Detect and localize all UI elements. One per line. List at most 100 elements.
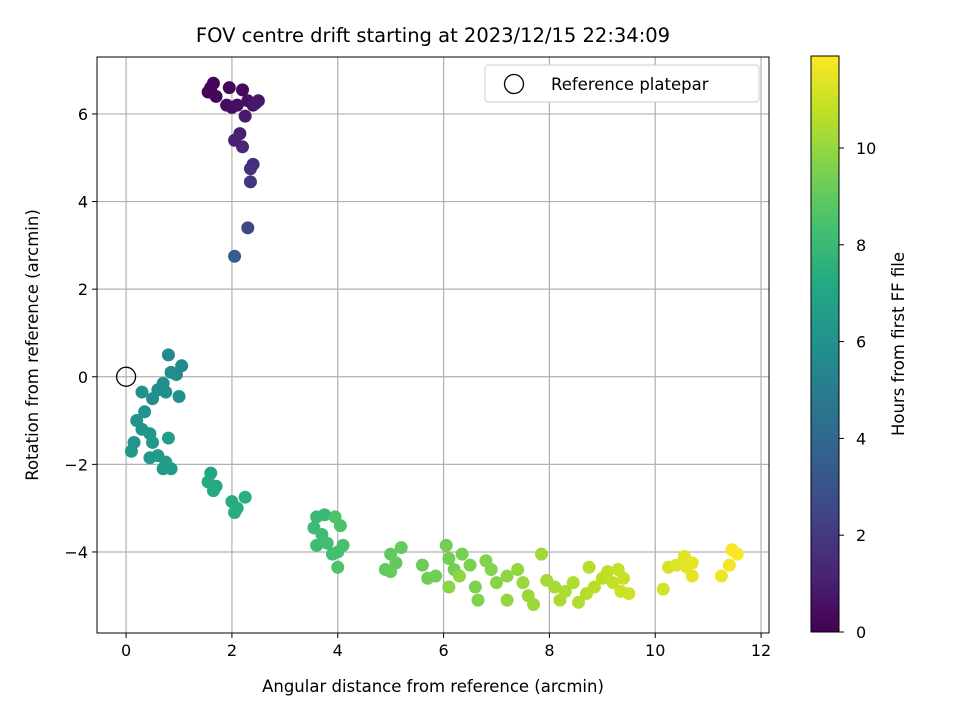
data-point [582, 560, 596, 574]
data-point [429, 569, 443, 583]
data-point [164, 365, 178, 379]
colorbar-label: Hours from first FF file [889, 252, 908, 436]
x-tick-label: 8 [544, 641, 554, 660]
data-point [566, 576, 580, 590]
data-point [669, 558, 683, 572]
data-point [714, 569, 728, 583]
data-point [500, 593, 514, 607]
reference-platepar-marker [115, 366, 137, 387]
y-axis-ticks: −4 −2 0 2 4 6 [64, 105, 97, 562]
data-point [463, 558, 477, 572]
data-point [328, 510, 342, 524]
colorbar-tick-label: 10 [856, 139, 876, 158]
data-point [601, 565, 615, 579]
data-point [206, 484, 220, 498]
data-point [442, 552, 456, 566]
data-point [442, 580, 456, 594]
data-point [394, 541, 408, 555]
plot-frame [96, 56, 770, 634]
y-tick-label: 6 [78, 105, 88, 124]
data-point [172, 389, 186, 403]
data-point [228, 249, 242, 263]
data-point [243, 175, 257, 189]
data-point [516, 576, 530, 590]
data-point [722, 558, 736, 572]
data-point [558, 584, 572, 598]
data-point [484, 562, 498, 576]
data-point [439, 538, 453, 552]
data-point [230, 98, 244, 112]
x-tick-label: 0 [121, 641, 131, 660]
colorbar-tick-label: 2 [856, 526, 866, 545]
colorbar-tick-label: 0 [856, 623, 866, 642]
data-point [209, 89, 223, 103]
data-point [228, 506, 242, 520]
x-axis-ticks: 0 2 4 6 8 10 12 [121, 633, 771, 660]
legend-label: Reference platepar [551, 75, 709, 94]
data-point [527, 598, 541, 612]
colorbar-ticks: 0 2 4 6 8 10 [839, 139, 876, 642]
data-point [146, 392, 160, 406]
data-point [622, 587, 636, 601]
y-tick-label: 4 [78, 193, 88, 212]
x-axis-label: Angular distance from reference (arcmin) [262, 677, 604, 696]
data-point [685, 556, 699, 570]
grid [97, 57, 769, 633]
colorbar-tick-label: 4 [856, 429, 866, 448]
y-axis-label: Rotation from reference (arcmin) [23, 209, 42, 481]
colorbar: 0 2 4 6 8 10 Hours from first FF file [810, 55, 908, 642]
data-point [243, 162, 257, 176]
data-point [336, 538, 350, 552]
data-point [236, 140, 250, 154]
data-point [146, 435, 160, 449]
data-point [222, 81, 236, 95]
x-tick-label: 10 [645, 641, 665, 660]
legend-box [484, 64, 760, 103]
data-point [452, 569, 466, 583]
chart-title: FOV centre drift starting at 2023/12/15 … [196, 24, 670, 47]
x-tick-label: 2 [227, 641, 237, 660]
data-point [468, 580, 482, 594]
y-tick-label: 0 [78, 368, 88, 387]
colorbar-tick-label: 8 [856, 236, 866, 255]
data-point [238, 490, 252, 504]
data-point [656, 582, 670, 596]
data-points [124, 76, 744, 612]
data-point [455, 547, 469, 561]
data-point [489, 576, 503, 590]
data-point [159, 385, 173, 399]
legend: Reference platepar [484, 64, 760, 103]
data-point [548, 580, 562, 594]
data-point [534, 547, 548, 561]
data-point [606, 576, 620, 590]
reference-marker-layer [115, 366, 137, 387]
data-point [310, 538, 324, 552]
data-point [124, 444, 138, 458]
data-point [415, 558, 429, 572]
data-point [241, 221, 255, 235]
legend-marker-circle [503, 73, 525, 95]
data-point [572, 595, 586, 609]
data-point [249, 96, 263, 110]
data-point [320, 536, 334, 550]
data-point [138, 405, 152, 419]
data-point [236, 83, 250, 97]
data-point [500, 569, 514, 583]
data-point [161, 431, 175, 445]
data-point [685, 569, 699, 583]
data-point [161, 348, 175, 362]
data-point [331, 560, 345, 574]
data-point [471, 593, 485, 607]
data-point [616, 571, 630, 585]
x-tick-label: 4 [333, 641, 343, 660]
data-point [318, 508, 332, 522]
data-point [511, 562, 525, 576]
x-tick-label: 12 [751, 641, 771, 660]
data-point [135, 385, 149, 399]
y-tick-label: −2 [64, 455, 88, 474]
y-tick-label: −4 [64, 543, 88, 562]
colorbar-gradient [810, 55, 840, 633]
data-point [384, 565, 398, 579]
data-point [730, 547, 744, 561]
